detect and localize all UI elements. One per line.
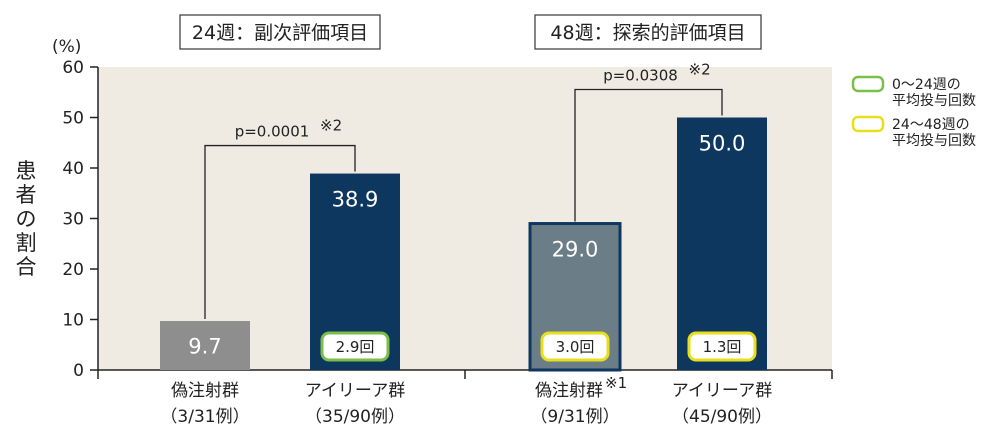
y-tick-label: 50 bbox=[62, 109, 84, 129]
category-n-label: （9/31例） bbox=[530, 407, 619, 427]
group-title-box bbox=[179, 14, 381, 50]
dose-badge bbox=[320, 331, 390, 362]
group-title: 48週：探索的評価項目 bbox=[550, 22, 745, 44]
category-n-label: （35/90例） bbox=[305, 407, 405, 427]
category-note: ※1 bbox=[605, 374, 627, 392]
legend-label: 24〜48週の bbox=[892, 117, 970, 133]
dose-badge-label: 3.0回 bbox=[556, 338, 595, 356]
category-label: アイリーア群 bbox=[672, 381, 772, 401]
group-title: 24週：副次評価項目 bbox=[192, 22, 368, 44]
p-value-label: p=0.0001 bbox=[235, 123, 310, 141]
unit-label: (%) bbox=[52, 37, 81, 57]
y-tick-label: 30 bbox=[62, 210, 84, 230]
y-axis-label-char: の bbox=[16, 207, 37, 231]
legend-label: 平均投与回数 bbox=[892, 93, 976, 109]
significance-bracket bbox=[574, 88, 723, 222]
bar-value-label: 50.0 bbox=[699, 132, 746, 156]
group-title-box bbox=[534, 14, 762, 50]
p-value-label: p=0.0308 bbox=[603, 67, 678, 85]
legend-swatch bbox=[851, 115, 885, 133]
bar-value-label: 38.9 bbox=[332, 188, 379, 212]
dose-badge-label: 1.3回 bbox=[703, 338, 742, 356]
p-value-note: ※2 bbox=[689, 61, 711, 79]
y-axis-label-char: 患 bbox=[16, 159, 37, 183]
dose-badge bbox=[687, 331, 757, 362]
legend-swatch bbox=[851, 75, 885, 93]
y-tick-label: 0 bbox=[73, 361, 84, 381]
legend-label: 0〜24週の bbox=[892, 77, 961, 93]
category-label: 偽注射群 bbox=[535, 381, 603, 401]
dose-badge bbox=[540, 331, 610, 362]
y-axis-label-char: 割 bbox=[16, 231, 37, 255]
bar bbox=[160, 321, 250, 370]
category-label: 偽注射群 bbox=[171, 381, 239, 401]
y-tick-label: 60 bbox=[62, 58, 84, 78]
bar bbox=[677, 117, 767, 370]
dose-badge-label: 2.9回 bbox=[336, 338, 375, 356]
category-n-label: （45/90例） bbox=[672, 407, 772, 427]
category-label: アイリーア群 bbox=[305, 381, 405, 401]
y-tick-label: 40 bbox=[62, 159, 84, 179]
bar-value-label: 9.7 bbox=[188, 335, 221, 359]
y-axis-label-char: 合 bbox=[16, 255, 37, 279]
category-n-label: （3/31例） bbox=[160, 407, 249, 427]
p-value-note: ※2 bbox=[320, 117, 342, 135]
legend-label: 平均投与回数 bbox=[892, 133, 976, 149]
bar-value-label: 29.0 bbox=[552, 238, 599, 262]
y-tick-label: 20 bbox=[62, 260, 84, 280]
y-axis-label-char: 者 bbox=[16, 183, 37, 207]
y-tick-label: 10 bbox=[62, 311, 84, 331]
significance-bracket bbox=[204, 144, 356, 320]
